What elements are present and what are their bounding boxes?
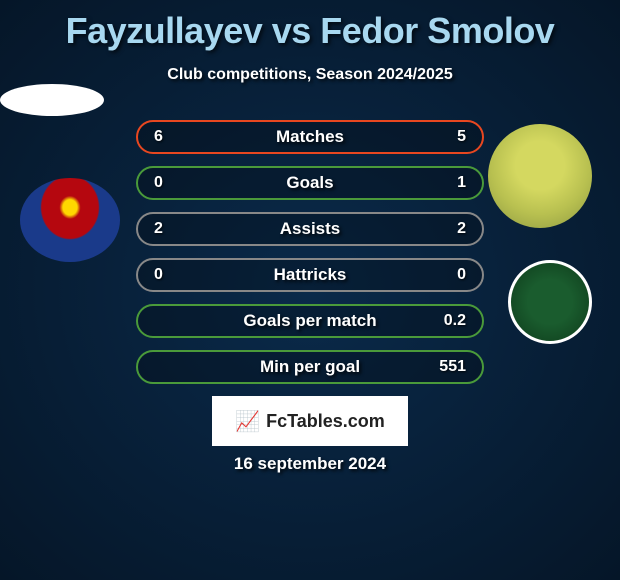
club-right-logo <box>508 260 592 344</box>
stat-right-value: 5 <box>457 128 466 146</box>
stat-right-value: 1 <box>457 174 466 192</box>
stat-right-value: 0.2 <box>444 312 466 330</box>
stat-right-value: 0 <box>457 266 466 284</box>
stat-left-value: 6 <box>154 128 163 146</box>
stat-row: 0 Hattricks 0 <box>136 258 484 292</box>
stat-left-value: 2 <box>154 220 163 238</box>
watermark-badge: 📈 FcTables.com <box>212 396 408 446</box>
player-left-avatar <box>0 84 104 116</box>
player-right-avatar <box>488 124 592 228</box>
date-label: 16 september 2024 <box>234 454 386 474</box>
stat-row: 2 Assists 2 <box>136 212 484 246</box>
stat-left-value: 0 <box>154 174 163 192</box>
page-title: Fayzullayev vs Fedor Smolov <box>0 0 620 52</box>
watermark-text: FcTables.com <box>266 411 385 432</box>
stat-left-value: 0 <box>154 266 163 284</box>
stat-row: Goals per match 0.2 <box>136 304 484 338</box>
club-left-logo <box>20 178 120 262</box>
stats-container: 6 Matches 5 0 Goals 1 2 Assists 2 0 Hattricks 0 Goal… <box>136 120 484 396</box>
stat-label: Goals per match <box>243 311 376 331</box>
stat-label: Assists <box>280 219 340 239</box>
stat-label: Matches <box>276 127 344 147</box>
stat-label: Hattricks <box>274 265 347 285</box>
stat-right-value: 551 <box>439 358 466 376</box>
stat-row: 0 Goals 1 <box>136 166 484 200</box>
stat-label: Goals <box>286 173 333 193</box>
stat-label: Min per goal <box>260 357 360 377</box>
subtitle: Club competitions, Season 2024/2025 <box>0 66 620 84</box>
watermark-icon: 📈 <box>235 409 260 434</box>
stat-row: 6 Matches 5 <box>136 120 484 154</box>
stat-right-value: 2 <box>457 220 466 238</box>
stat-row: Min per goal 551 <box>136 350 484 384</box>
